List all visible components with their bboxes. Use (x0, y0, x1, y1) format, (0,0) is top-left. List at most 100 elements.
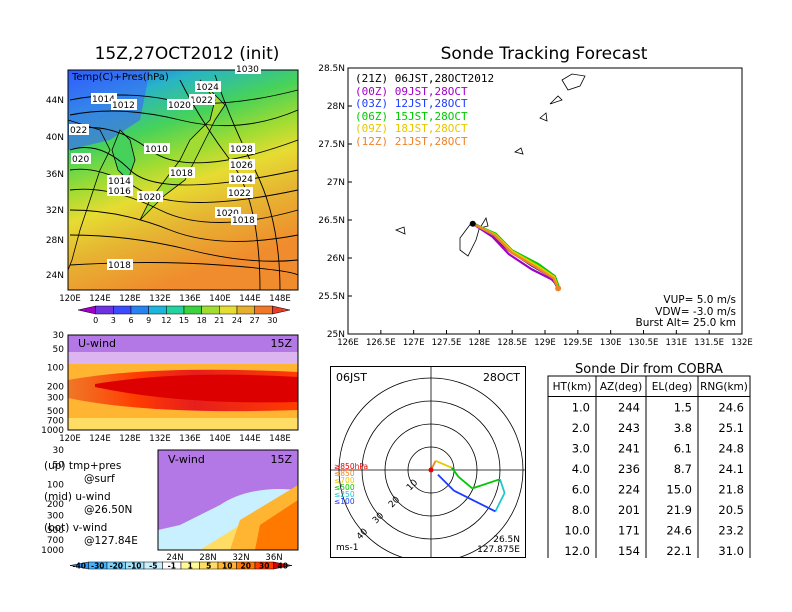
colorbar-tick: -5 (149, 562, 157, 571)
track-lon-labels: 126E 126.5E 127E 127.5E 128E 128.5E 129E 129.5E… (337, 330, 753, 348)
table-cell: 241 (618, 442, 640, 456)
track-lines (469, 220, 562, 292)
pressure-label: 30 (53, 446, 65, 456)
pressure-label: 30 (53, 331, 65, 341)
coastline-china (67, 119, 111, 271)
legend-entry-03z: (03Z) 12JST,28OCT (355, 97, 468, 110)
note-line: @127.84E (84, 535, 138, 547)
lon-label: 131E (666, 338, 688, 348)
lon-label: 128.5E (497, 338, 527, 348)
tracking-legend: (21Z) 06JST,28OCT2012 (00Z) 09JST,28OCT … (355, 72, 494, 148)
track-line (472, 222, 560, 289)
pressure-legend-entry: ≤850 (334, 469, 355, 478)
colorbar-tick: 21 (214, 316, 224, 325)
table-cell: 24.1 (718, 462, 744, 476)
table-cell: 24.6 (718, 401, 744, 415)
isobar-label: 1016 (108, 187, 131, 197)
note-mid: (mid) u-wind @26.50N (44, 491, 132, 517)
legend-entry-00z: (00Z) 09JST,28OCT (355, 84, 468, 98)
isobar-label: 1020 (138, 193, 161, 203)
table-cell: 243 (618, 421, 640, 435)
colorbar-tick: -20 (109, 562, 123, 571)
table-cell: 154 (618, 544, 640, 558)
table-cell: 171 (618, 524, 640, 538)
table-cell: 201 (618, 503, 640, 517)
note-line: (bot) v-wind (44, 522, 108, 534)
colorbar-segment (201, 305, 220, 315)
pressure-legend-entry: ≥850hPa (334, 462, 368, 471)
table-cell: 12.0 (564, 544, 590, 558)
lon-label: 126E (337, 338, 359, 348)
pressure-label: 200 (47, 382, 64, 392)
pressure-label: 50 (53, 461, 65, 471)
legend-entry-12z: (12Z) 21JST,28OCT (355, 134, 468, 148)
colorbar-segment (219, 305, 238, 315)
table-title: Sonde Dir from COBRA (575, 362, 723, 377)
table-cell: 21.8 (718, 483, 744, 497)
hodograph-segment (458, 476, 473, 490)
colorbar-segment (95, 305, 114, 315)
table-cell: 8.7 (674, 462, 692, 476)
tracking-title: Sonde Tracking Forecast (440, 44, 648, 64)
hodograph-segment (453, 489, 496, 513)
isobar-label: 1020 (168, 101, 191, 111)
hodograph-segment (435, 459, 453, 469)
note-line: (mid) u-wind (44, 491, 111, 503)
lon-label: 132E (149, 294, 171, 304)
lon-labels: 120E 124E 128E 132E 136E 140E 144E 148E (59, 294, 291, 304)
colorbar-segment (113, 305, 132, 315)
lon-label: 130E (600, 338, 622, 348)
pressure-legend-entry: ≤500 (334, 483, 355, 492)
colorbar-tick: 30 (259, 562, 269, 571)
landing-point (555, 285, 562, 292)
table-cell: 31.0 (718, 544, 744, 558)
table-cell: 4.0 (572, 462, 590, 476)
colorbar-tick: 24 (232, 316, 242, 325)
lat-label: 28N (327, 102, 345, 112)
table-cell: 23.2 (718, 524, 744, 538)
table-cell: 6.0 (572, 483, 590, 497)
coastline-japan (139, 79, 226, 221)
isobar-label: 1030 (236, 65, 259, 75)
colorbar-tick: 18 (197, 316, 207, 325)
param-vdw: VDW= -3.0 m/s (655, 305, 736, 318)
isobar-label: 1018 (232, 216, 255, 226)
colorbar-segment (148, 305, 167, 315)
table-header: HT(km) (553, 381, 592, 393)
pressure-label: 100 (47, 364, 64, 374)
isobar-label: 1010 (145, 145, 168, 155)
isobar-label: 1012 (112, 101, 135, 111)
isobar-label: 1022 (190, 96, 213, 106)
lat-label: 28N (199, 553, 216, 563)
lon-label: 131.5E (694, 338, 724, 348)
hodograph-path (428, 459, 506, 513)
vwind-time: 15Z (270, 453, 292, 466)
colorbar-tick: 20 (241, 562, 251, 571)
lon-label: 144E (239, 434, 261, 444)
isobar-label: 1024 (196, 83, 219, 93)
pressure-label: 300 (47, 393, 64, 403)
polar-hodograph: 10 20 30 40 06JST 28OCT ≥850hPa≤850≤700≤… (330, 366, 526, 558)
table-cell: 224 (618, 483, 640, 497)
lon-label: 130.5E (629, 338, 659, 348)
polar-rings (330, 366, 526, 558)
colorbar-tick: -1 (168, 562, 176, 571)
lat-label: 24N (46, 271, 64, 281)
lat-label: 26.5N (318, 216, 345, 226)
colorbar-tick: -40 (72, 562, 86, 571)
lat-label: 40N (46, 133, 64, 143)
pressure-label: 300 (47, 512, 64, 522)
uwind-label: U-wind (78, 337, 116, 350)
pressure-label: 1000 (41, 546, 64, 556)
lon-label: 128E (119, 434, 141, 444)
pressure-legend-entry: ≤100 (334, 497, 355, 506)
colorbar-segment (183, 305, 202, 315)
lon-label: 127.5E (432, 338, 462, 348)
isobar-label: 1018 (170, 169, 193, 179)
tracking-params: VUP= 5.0 m/s VDW= -3.0 m/s Burst Alt= 25… (600, 294, 736, 330)
